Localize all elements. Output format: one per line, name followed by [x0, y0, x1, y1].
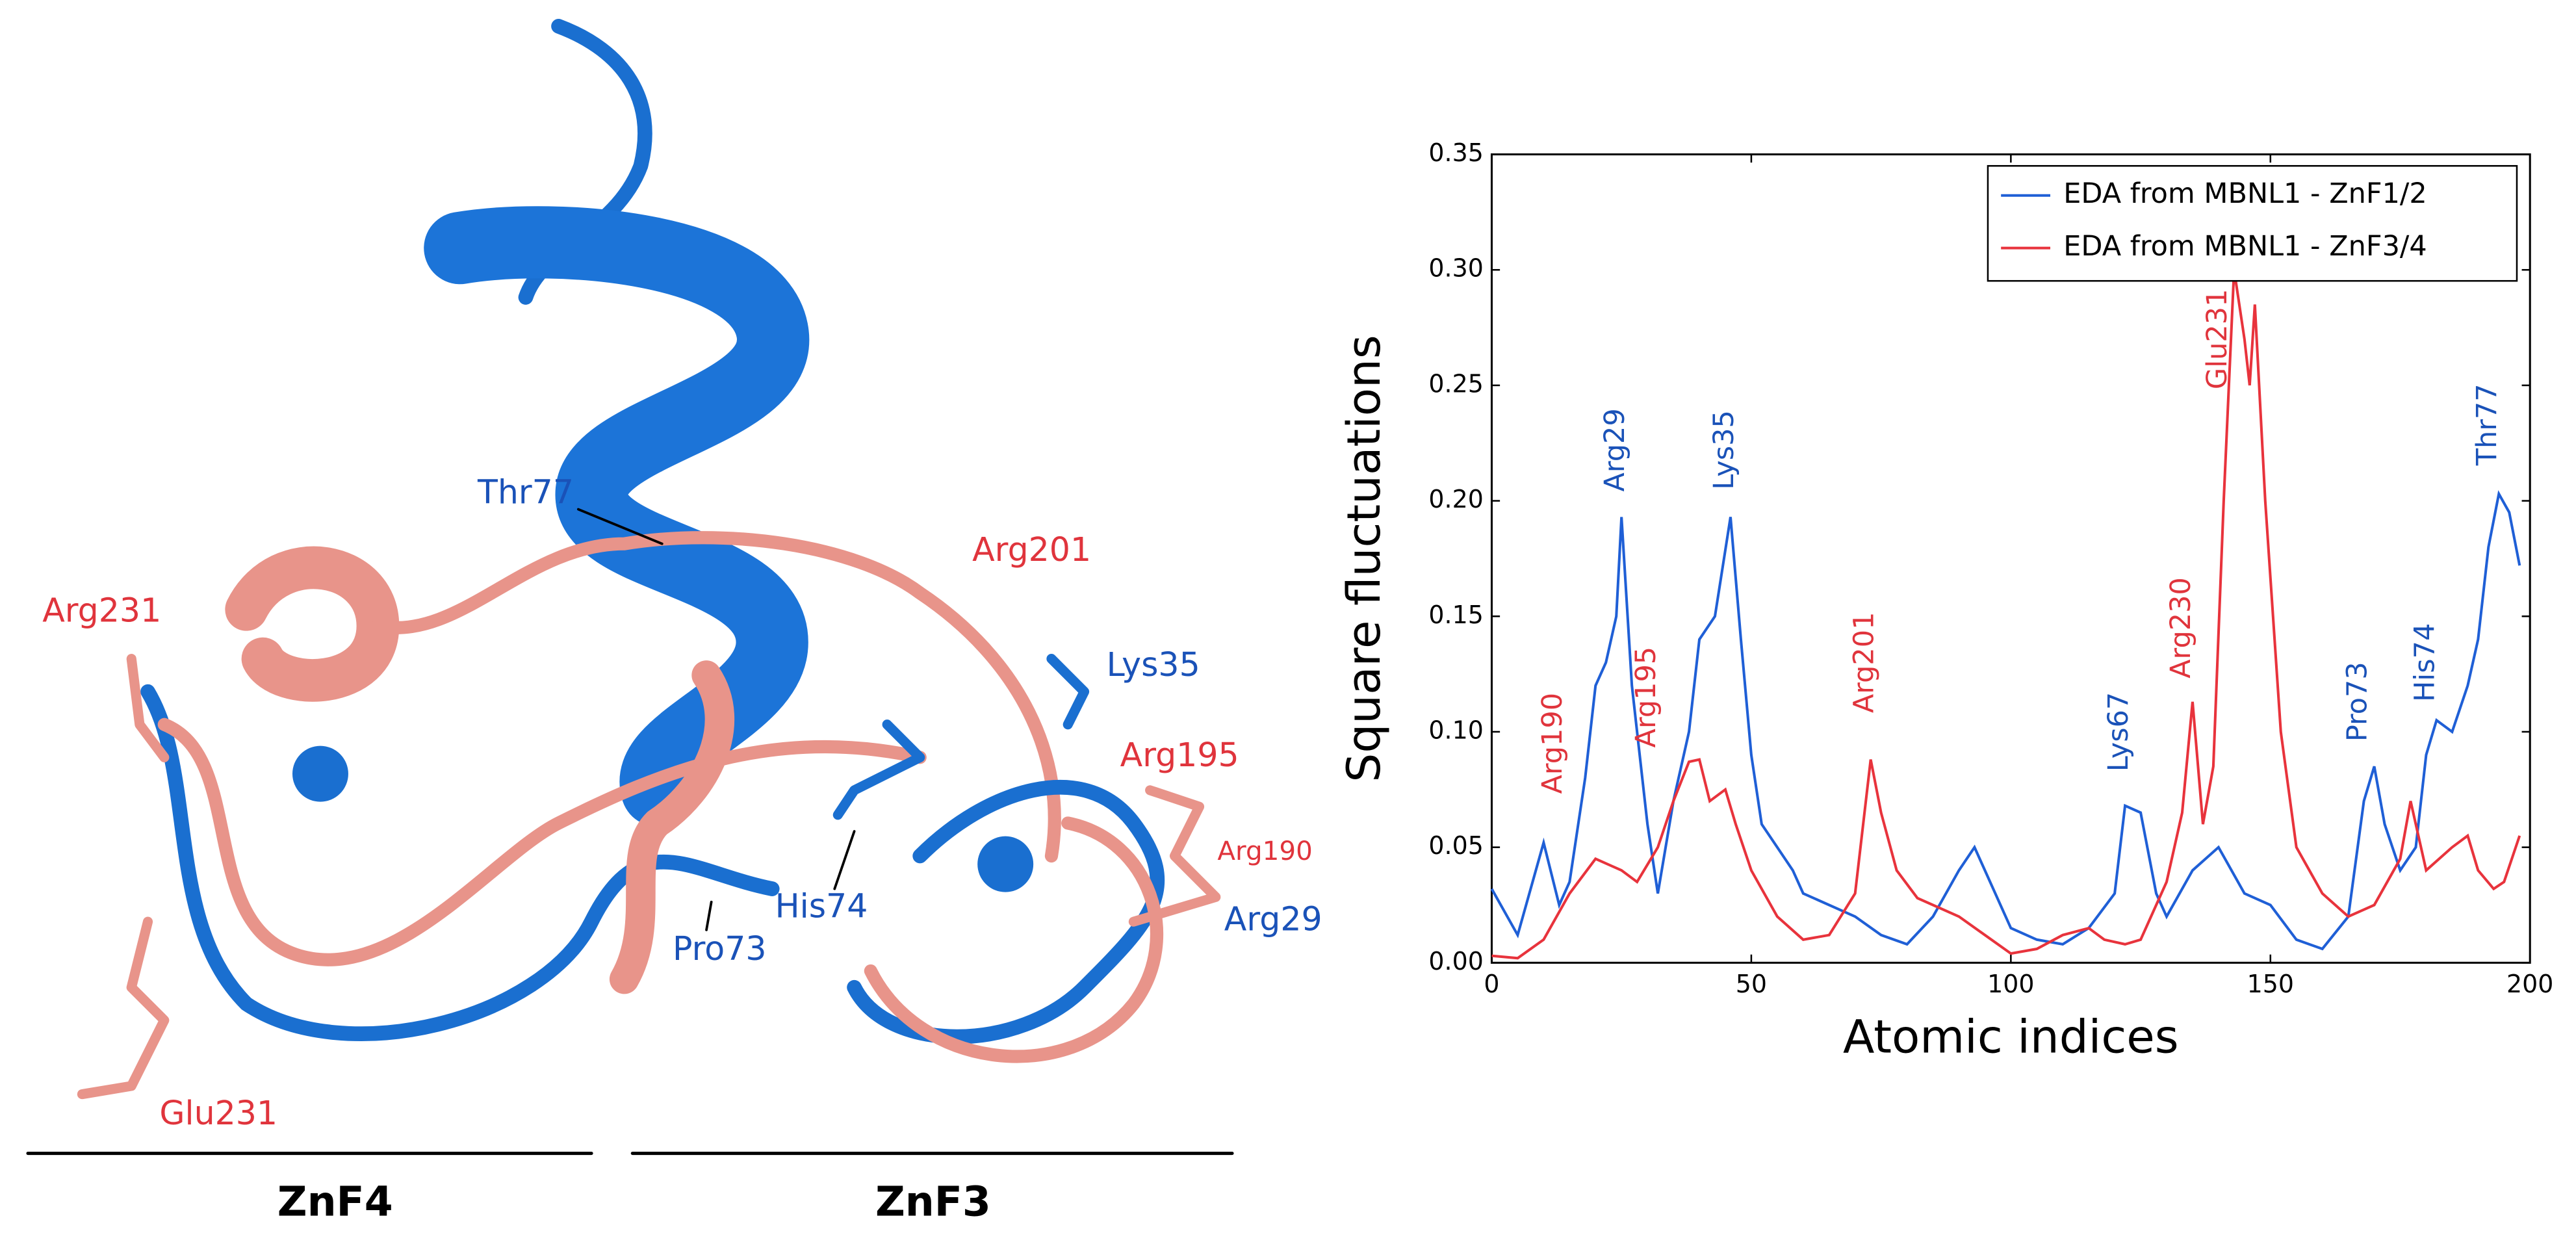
domain-label: ZnF4 — [277, 1178, 393, 1226]
x-tick-label: 50 — [1736, 970, 1767, 998]
y-tick-label: 0.35 — [1428, 138, 1483, 167]
ribbon — [157, 718, 927, 966]
y-tick-label: 0.10 — [1428, 716, 1483, 744]
series-line — [1491, 269, 2521, 960]
ribbon — [864, 816, 1164, 1063]
x-tick-label: 0 — [1484, 970, 1499, 998]
annotation: Arg201 — [1848, 612, 1881, 714]
residue-label: Arg231 — [42, 591, 161, 629]
y-tick-label: 0.25 — [1428, 369, 1483, 398]
residue-label: Glu231 — [159, 1094, 277, 1132]
residue-label: Thr77 — [477, 472, 574, 511]
domain-label: ZnF3 — [875, 1178, 991, 1226]
legend-label: EDA from MBNL1 - ZnF3/4 — [2063, 230, 2427, 263]
residue-label: Arg201 — [972, 530, 1091, 569]
annotation: Arg230 — [2165, 577, 2197, 679]
residue-label: Pro73 — [673, 929, 767, 968]
annotation: Thr77 — [2471, 383, 2503, 466]
annotation: His74 — [2408, 623, 2441, 702]
residue-label: Arg29 — [1224, 900, 1322, 938]
x-tick-label: 200 — [2506, 970, 2553, 998]
x-tick-label: 150 — [2247, 970, 2294, 998]
leader-line — [576, 508, 663, 545]
annotation: Lys67 — [2102, 692, 2135, 772]
side-chain — [77, 654, 1221, 1100]
zinc-ion — [292, 745, 348, 802]
annotation: Pro73 — [2341, 662, 2373, 742]
y-tick-label: 0.30 — [1428, 254, 1483, 283]
y-tick-label: 0.00 — [1428, 947, 1483, 976]
helix — [225, 546, 400, 702]
helix — [424, 206, 810, 827]
annotation: Lys35 — [1708, 410, 1740, 490]
y-axis-label: Square fluctuations — [1337, 335, 1391, 782]
y-tick-label: 0.05 — [1428, 831, 1483, 860]
ribbon — [371, 531, 1061, 863]
legend-label: EDA from MBNL1 - ZnF1/2 — [2063, 177, 2427, 210]
annotation: Arg29 — [1599, 408, 1631, 491]
x-tick-label: 100 — [1987, 970, 2034, 998]
annotation: Arg195 — [1630, 647, 1662, 748]
annotation: Arg190 — [1536, 693, 1569, 794]
y-tick-label: 0.20 — [1428, 485, 1483, 513]
leader-line — [705, 900, 713, 931]
legend-box — [1987, 164, 2518, 282]
side-chain — [832, 654, 1090, 820]
residue-label: Arg195 — [1120, 736, 1239, 774]
residue-label: His74 — [775, 886, 868, 925]
ribbon — [847, 779, 1165, 1044]
residue-label: Arg190 — [1217, 835, 1312, 866]
annotation: Glu231 — [2201, 289, 2234, 389]
residue-label: Lys35 — [1107, 645, 1200, 684]
helix — [609, 660, 735, 994]
x-axis-label: Atomic indices — [1843, 1010, 2179, 1064]
y-tick-label: 0.15 — [1428, 601, 1483, 629]
protein-structure — [26, 18, 1234, 1156]
leader-line — [833, 830, 856, 890]
zinc-ion — [977, 836, 1034, 892]
ribbon — [140, 684, 780, 1041]
